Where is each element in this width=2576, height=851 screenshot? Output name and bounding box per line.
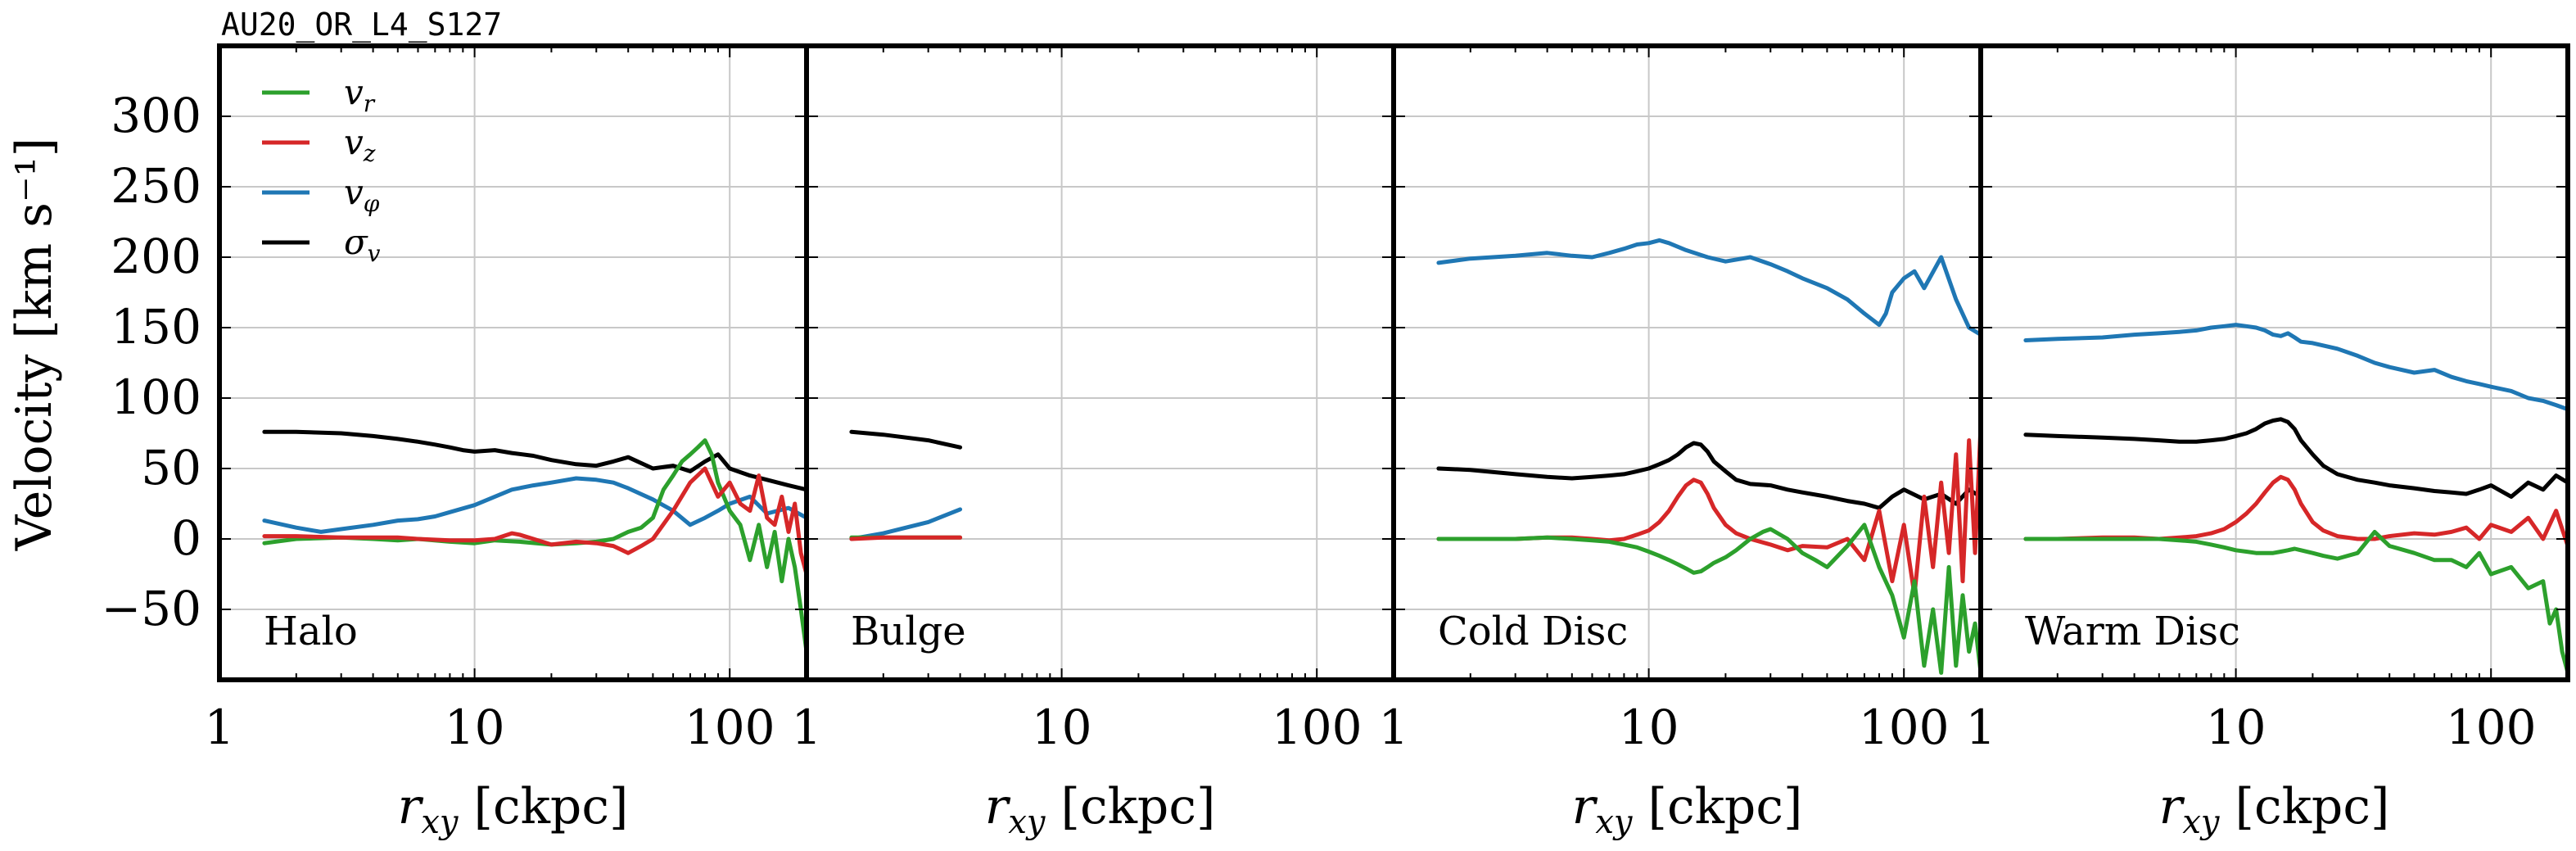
series-line-v-phi — [1436, 238, 1981, 337]
legend-label: vz — [344, 122, 376, 167]
x-ticks — [806, 46, 1394, 680]
panel-warm-disc: 1 10 100 rxy [ckpc] Warm Disc — [1966, 43, 2570, 841]
series-group — [849, 429, 963, 541]
series-line-v-z — [262, 466, 807, 577]
grid — [1980, 46, 2568, 680]
series-line-sigma-v — [2023, 417, 2568, 499]
x-tick-label: 100 — [2446, 699, 2537, 755]
x-axis-label: rxy [ckpc] — [398, 778, 629, 841]
panel-halo: 1 10 100 rxy [ckpc] Halo — [205, 43, 809, 841]
series-group — [262, 429, 807, 654]
x-tick-label: 100 — [1272, 699, 1363, 755]
series-line-v-z — [849, 535, 963, 541]
series-line-v-z — [2023, 474, 2568, 549]
x-axis-label: rxy [ckpc] — [985, 778, 1216, 841]
panel-label: Halo — [264, 609, 358, 654]
x-tick-label: 1 — [205, 699, 235, 755]
panel-frame — [1978, 43, 2570, 682]
y-tick-label: 50 — [141, 440, 201, 496]
y-tick-label: −50 — [102, 581, 201, 636]
series-line-v-z — [1436, 423, 1981, 598]
panel-label: Bulge — [851, 609, 966, 654]
x-tick-label: 1 — [1379, 699, 1409, 755]
x-tick-label: 10 — [1619, 699, 1679, 755]
x-tick-label: 1 — [792, 699, 822, 755]
series-line-sigma-v — [849, 429, 963, 450]
grid — [1393, 46, 1981, 680]
panel-label: Warm Disc — [2025, 609, 2240, 654]
legend-entry-v-phi: vφ — [262, 172, 380, 217]
series-line-v-r — [1436, 523, 1981, 675]
grid — [806, 46, 1394, 680]
y-tick-labels: −50 0 50 100 150 200 250 300 — [102, 88, 201, 636]
panel-frame — [1391, 43, 1983, 682]
x-tick-label: 100 — [685, 699, 775, 755]
y-tick-label: 200 — [111, 229, 201, 284]
legend-label: σv — [344, 222, 381, 267]
panels: 1 10 100 rxy [ckpc] Halo 1 10 100 rxy [ckpc] Bulg… — [205, 43, 2570, 841]
legend-entry-v-r: vr — [262, 72, 376, 117]
legend-label: vφ — [344, 172, 380, 217]
y-tick-label: 300 — [111, 88, 201, 143]
x-axis-label: rxy [ckpc] — [2159, 778, 2390, 841]
legend-entry-sigma-v: σv — [262, 222, 381, 267]
panel-cold-disc: 1 10 100 rxy [ckpc] Cold Disc — [1379, 43, 1983, 841]
y-axis-label-group: Velocity [km s⁻¹] — [6, 138, 63, 551]
figure-title: AU20_OR_L4_S127 — [221, 7, 502, 43]
x-axis-label: rxy [ckpc] — [1572, 778, 1803, 841]
legend-entry-v-z: vz — [262, 122, 376, 167]
series-line-sigma-v — [1436, 441, 1981, 510]
y-tick-label: 100 — [111, 369, 201, 425]
x-tick-label: 100 — [1859, 699, 1950, 755]
series-line-v-phi — [849, 507, 963, 541]
legend-label: vr — [344, 72, 376, 117]
x-tick-label: 10 — [445, 699, 505, 755]
series-group — [2023, 323, 2568, 675]
y-tick-label: 150 — [111, 299, 201, 355]
series-line-v-r — [2023, 529, 2568, 675]
x-ticks — [1980, 46, 2569, 680]
series-group — [1436, 238, 1981, 675]
x-tick-label: 10 — [2206, 699, 2266, 755]
panel-frame — [804, 43, 1396, 682]
series-line-v-phi — [2023, 323, 2568, 412]
legend: vr vz vφ σv — [262, 72, 381, 267]
x-ticks — [1393, 46, 1982, 680]
y-tick-label: 0 — [171, 510, 201, 566]
x-tick-label: 1 — [1966, 699, 1996, 755]
y-tick-label: 250 — [111, 158, 201, 214]
x-tick-label: 10 — [1032, 699, 1092, 755]
series-line-v-phi — [262, 476, 807, 534]
panel-label: Cold Disc — [1438, 609, 1628, 654]
y-axis-label: Velocity [km s⁻¹] — [6, 138, 63, 551]
panel-bulge: 1 10 100 rxy [ckpc] Bulge — [792, 43, 1396, 841]
series-line-sigma-v — [262, 429, 807, 492]
